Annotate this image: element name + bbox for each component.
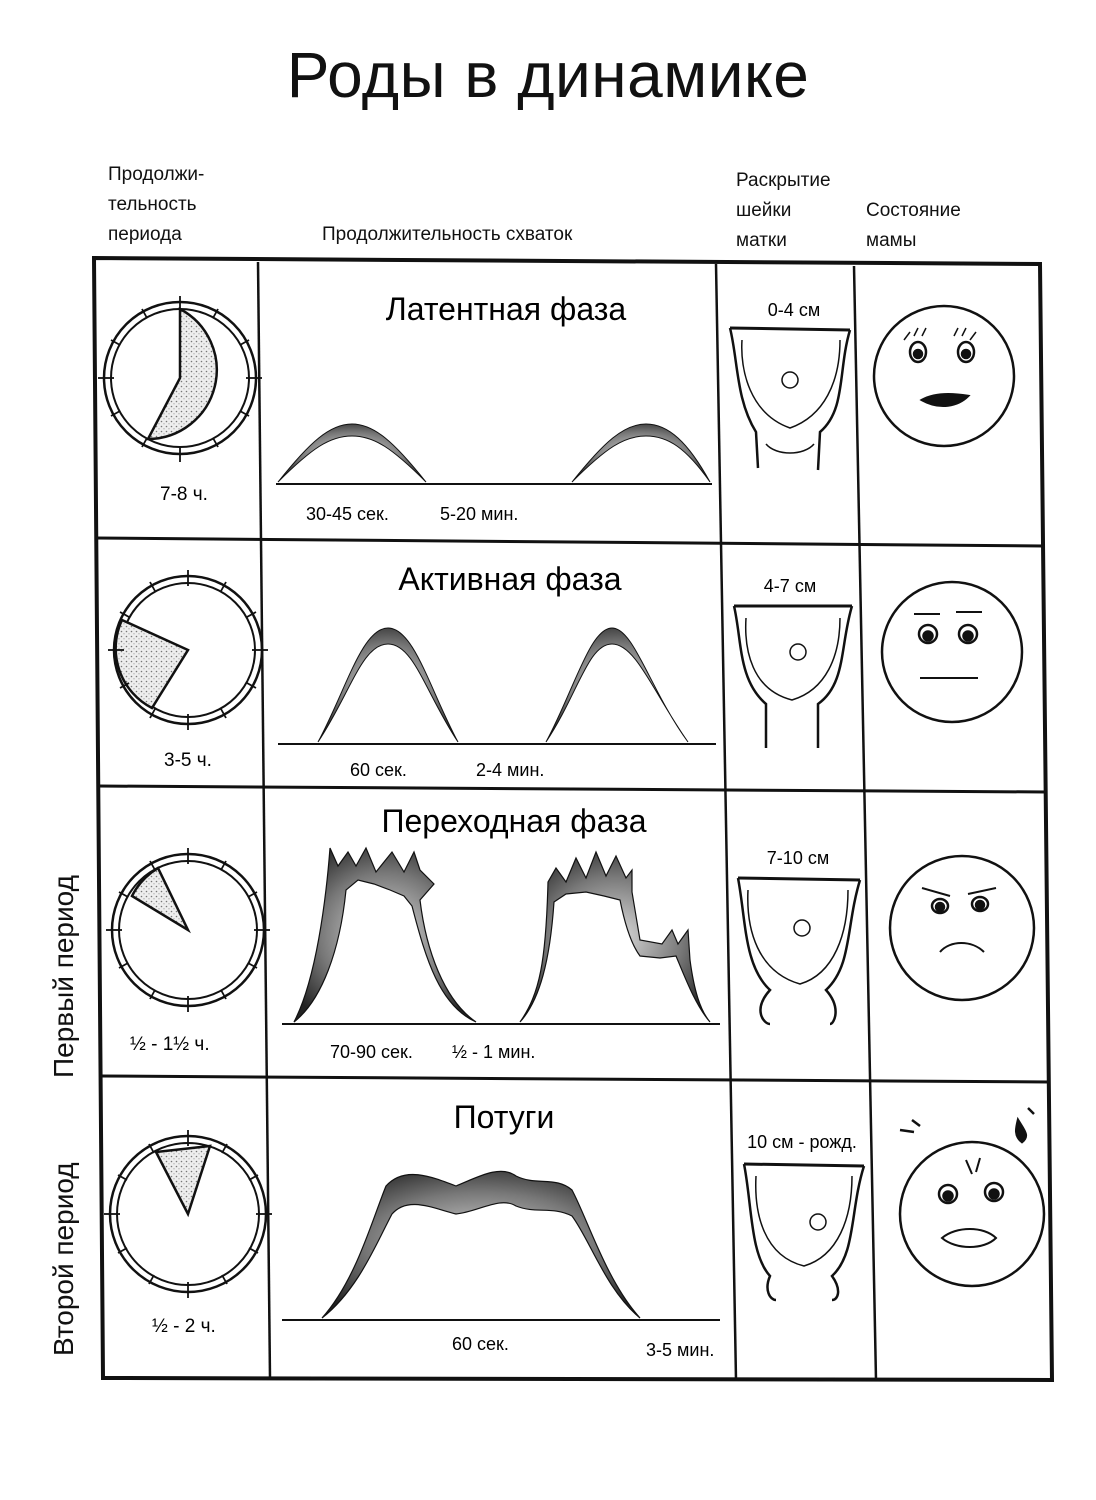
contraction-interval-label: ½ - 1 мин. (452, 1042, 535, 1062)
phase-title: Потуги (454, 1099, 555, 1135)
period-duration-label: ½ - 2 ч. (152, 1316, 216, 1337)
frowning-face-icon (888, 854, 1036, 1002)
row-latent: 7-8 ч. Латентная фаза 30-45 сек. 5-20 ми… (98, 291, 1016, 524)
header-line: периода (108, 224, 182, 245)
contraction-wave (276, 423, 712, 485)
period-duration-label: 3-5 ч. (164, 750, 212, 771)
phase-title: Переходная фаза (381, 803, 646, 839)
period-duration-label: ½ - 1½ ч. (130, 1034, 210, 1055)
dilation-label: 4-7 см (764, 576, 816, 596)
header-line: мамы (866, 230, 917, 251)
dilation-label: 0-4 см (768, 300, 820, 320)
header-period-duration: Продолжи- тельность периода (108, 160, 204, 250)
contraction-duration-label: 30-45 сек. (306, 504, 389, 524)
column-separators (256, 261, 878, 1381)
cervix-icon (736, 876, 862, 1026)
row-pushing: ½ - 2 ч. Потуги 60 сек. 3-5 мин. 10 см -… (104, 1099, 1046, 1360)
header-line: матки (736, 230, 787, 251)
row-transition: ½ - 1½ ч. Переходная фаза 70-90 сек. ½ -… (106, 803, 1036, 1062)
header-line: Состояние (866, 200, 961, 221)
dilation-label: 10 см - рожд. (747, 1132, 857, 1152)
contraction-duration-label: 60 сек. (350, 760, 407, 780)
neutral-face-icon (880, 580, 1024, 724)
clock-icon (106, 848, 270, 1012)
header-mother-state: Состояние мамы (866, 196, 961, 256)
header-contraction-duration: Продолжительность схваток (322, 224, 573, 245)
contraction-wave (282, 846, 720, 1025)
header-line: Продолжи- (108, 164, 205, 185)
header-line: тельность (108, 194, 197, 215)
clock-icon (104, 1130, 272, 1298)
phase-title: Активная фаза (398, 561, 621, 597)
contraction-interval-label: 5-20 мин. (440, 504, 518, 524)
contraction-wave (278, 627, 716, 745)
straining-face-icon (898, 1107, 1046, 1288)
table-frame (91, 255, 1055, 1383)
header-line: шейки (736, 200, 792, 221)
period-duration-label: 7-8 ч. (160, 484, 208, 505)
row-active: 3-5 ч. Активная фаза 60 сек. 2-4 мин. 4-… (108, 561, 1024, 780)
clock-icon (98, 296, 262, 462)
contraction-duration-label: 70-90 сек. (330, 1042, 413, 1062)
cervix-icon (742, 1162, 866, 1302)
contraction-wave (282, 1170, 720, 1321)
dilation-label: 7-10 см (767, 848, 829, 868)
phase-title: Латентная фаза (386, 291, 627, 327)
contraction-duration-label: 60 сек. (452, 1334, 509, 1354)
header-line: Раскрытие (736, 170, 831, 191)
cervix-icon (732, 604, 854, 748)
cervix-icon (728, 326, 852, 471)
clock-icon (108, 570, 268, 730)
row-separators (95, 536, 1051, 1084)
contraction-interval-label: 3-5 мин. (646, 1340, 714, 1360)
page-title: Роды в динамике (286, 39, 810, 111)
smiling-face-icon (872, 304, 1016, 448)
header-cervix-dilation: Раскрытие шейки матки (736, 166, 831, 256)
contraction-interval-label: 2-4 мин. (476, 760, 544, 780)
